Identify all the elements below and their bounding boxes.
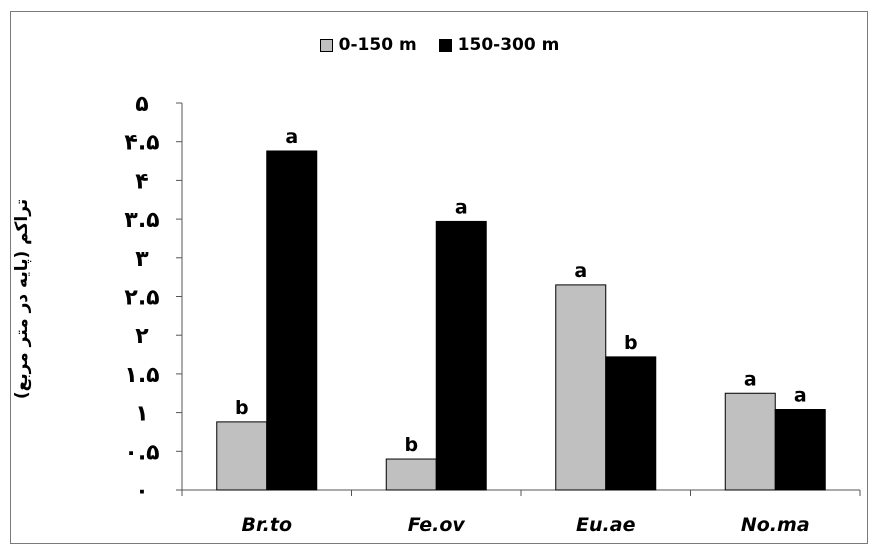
bar-label: b <box>404 434 418 456</box>
bar <box>216 421 268 491</box>
x-ticks: Br.to Fe.ov Eu.ae No.ma <box>181 490 861 536</box>
y-tick-label: ۰.۵ <box>124 440 159 465</box>
bar <box>266 150 318 491</box>
x-tick-label: Eu.ae <box>576 514 636 536</box>
legend-item-1: 150-300 m <box>438 35 560 55</box>
bar <box>605 356 657 491</box>
y-tick-label: ۲.۵ <box>124 286 159 311</box>
y-tick-label: ۴.۵ <box>124 131 159 156</box>
x-tick-label: No.ma <box>741 514 810 536</box>
bar-label: a <box>455 196 468 218</box>
bar <box>724 392 776 491</box>
bar-label: a <box>285 126 298 148</box>
y-tick-label: ۳.۵ <box>124 208 159 233</box>
legend-swatch-1 <box>438 38 452 52</box>
y-tick-label: ۲ <box>135 324 149 349</box>
x-tick-label: Br.to <box>242 514 293 536</box>
legend-item-0: 0-150 m <box>319 35 417 55</box>
bar-label: b <box>235 397 249 419</box>
y-axis-label: تراکم (پایه در متر مربع) <box>12 198 32 400</box>
bar <box>555 284 607 491</box>
bar-labels: b b a a a a b a <box>235 126 807 456</box>
legend-label-0: 0-150 m <box>338 35 417 55</box>
bars <box>216 150 826 491</box>
y-ticks: ۰ ۰.۵ ۱ ۱.۵ ۲ ۲.۵ ۳ ۳.۵ ۴ ۴.۵ ۵ <box>124 92 182 504</box>
y-tick-label: ۵ <box>135 92 148 117</box>
bar <box>435 220 487 491</box>
bar-label: a <box>744 368 757 390</box>
y-tick-label: ۱.۵ <box>124 363 159 388</box>
bar-label: a <box>794 385 807 407</box>
y-tick-label: ۱ <box>135 402 148 427</box>
y-tick-label: ۳ <box>135 247 149 272</box>
legend-swatch-0 <box>319 38 333 52</box>
y-tick-label: ۴ <box>135 169 148 194</box>
bar-label: b <box>624 332 638 354</box>
legend-label-1: 150-300 m <box>457 35 560 55</box>
bar-label: a <box>574 260 587 282</box>
bar <box>385 458 437 491</box>
bar <box>774 409 826 491</box>
x-tick-label: Fe.ov <box>408 514 466 536</box>
legend: 0-150 m 150-300 m <box>0 35 879 55</box>
y-tick-label: ۰ <box>135 479 148 504</box>
